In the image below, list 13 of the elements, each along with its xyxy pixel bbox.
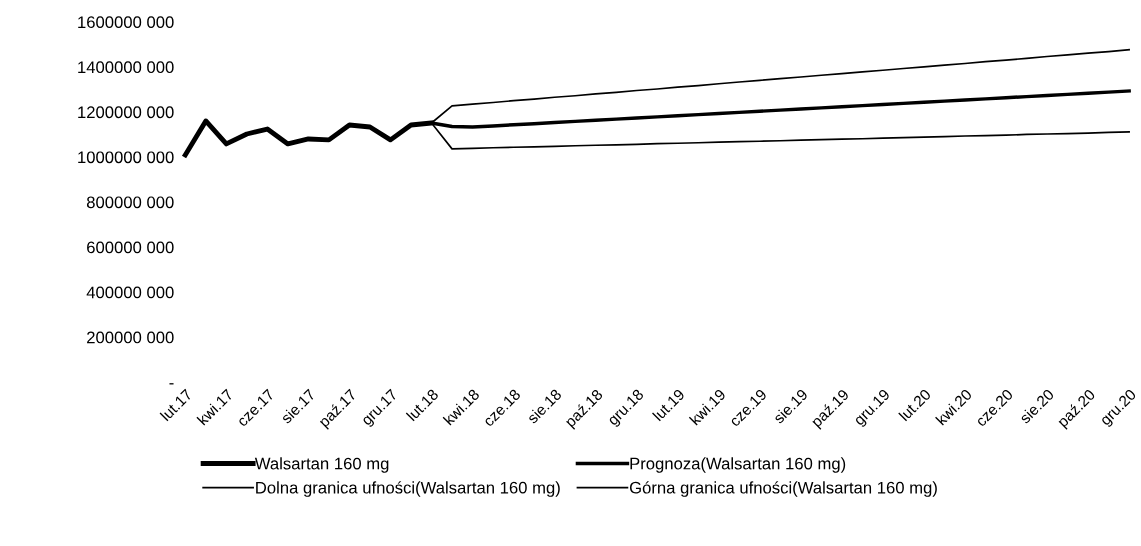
- y-tick-label: 1400000 000: [78, 61, 174, 74]
- legend-label: Dolna granica ufności(Walsartan 160 mg): [256, 481, 560, 497]
- y-tick-label: 1000000 000: [78, 151, 174, 164]
- y-tick-label: 1600000 000: [78, 16, 174, 29]
- y-tick-label: 800000 000: [86, 196, 174, 209]
- y-tick-label: 400000 000: [86, 286, 174, 299]
- y-tick-label: 600000 000: [87, 241, 174, 254]
- legend-label: Walsartan 160 mg: [254, 457, 389, 473]
- y-tick-label: 1200000 000: [78, 106, 174, 119]
- y-tick-label: 200000 000: [87, 331, 174, 344]
- y-tick-label: -: [169, 383, 174, 385]
- legend-label: Prognoza(Walsartan 160 mg): [630, 457, 846, 473]
- legend-label: Górna granica ufności(Walsartan 160 mg): [629, 481, 937, 497]
